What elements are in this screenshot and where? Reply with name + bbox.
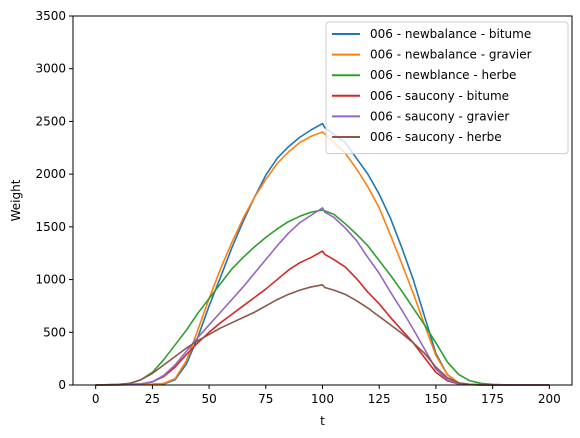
- y-axis-ticks: 0 500 1000 1500 2000 2500 3000 3500: [35, 9, 73, 392]
- series-line-2: [95, 131, 550, 386]
- x-tick-label: 125: [368, 392, 391, 406]
- legend-entry: 006 - newblance - herbe: [370, 68, 516, 82]
- x-axis-label: t: [320, 414, 325, 428]
- series-line-4: [95, 250, 550, 386]
- y-tick-label: 1000: [35, 273, 66, 287]
- y-tick-label: 3000: [35, 62, 66, 76]
- y-tick-label: 2500: [35, 114, 66, 128]
- x-tick-label: 100: [311, 392, 334, 406]
- series-line-1: [95, 122, 550, 386]
- series-line-5: [95, 207, 550, 386]
- legend: 006 - newbalance - bitume 006 - newbalanc…: [325, 21, 569, 155]
- legend-entry: 006 - newbalance - gravier: [370, 48, 532, 62]
- legend-entry: 006 - newbalance - bitume: [370, 27, 531, 41]
- x-tick-label: 150: [424, 392, 447, 406]
- y-tick-label: 2000: [35, 167, 66, 181]
- y-tick-label: 0: [58, 378, 66, 392]
- y-axis-label: Weight: [9, 179, 23, 221]
- legend-box: [325, 21, 569, 155]
- x-tick-label: 50: [201, 392, 216, 406]
- x-axis-ticks: 0 25 50 75 100 125 150 175 200: [92, 385, 561, 406]
- series-line-3: [95, 209, 550, 386]
- legend-entry: 006 - saucony - herbe: [370, 130, 502, 144]
- y-tick-label: 500: [43, 325, 66, 339]
- x-tick-label: 175: [481, 392, 504, 406]
- x-tick-label: 75: [258, 392, 273, 406]
- legend-entry: 006 - saucony - gravier: [370, 109, 509, 123]
- x-tick-label: 25: [145, 392, 160, 406]
- y-tick-label: 3500: [35, 9, 66, 23]
- series-line-6: [95, 284, 550, 386]
- series-layer: [95, 122, 550, 386]
- x-tick-label: 0: [92, 392, 100, 406]
- y-tick-label: 1500: [35, 220, 66, 234]
- x-tick-label: 200: [538, 392, 561, 406]
- legend-entry: 006 - saucony - bitume: [370, 89, 509, 103]
